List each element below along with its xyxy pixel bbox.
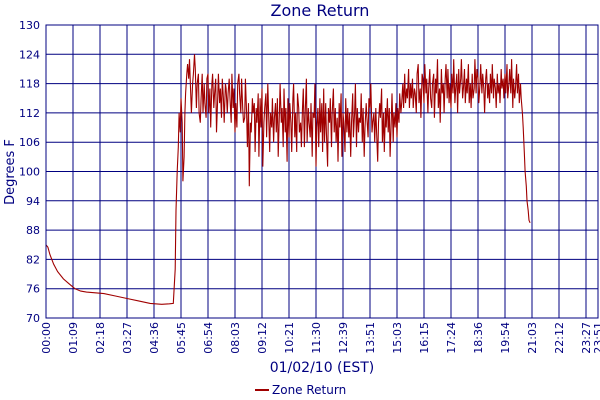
x-tick-label: 02:18 [94,322,107,354]
chart-title: Zone Return [271,1,370,20]
y-tick-label: 124 [19,48,40,61]
x-tick-label: 01:09 [67,322,80,354]
x-tick-label: 23:51 [592,322,600,354]
x-tick-label: 16:15 [418,322,431,354]
y-tick-label: 88 [26,224,40,237]
y-tick-label: 100 [19,166,40,179]
x-tick-label: 17:24 [445,322,458,354]
x-tick-label: 22:12 [553,322,566,354]
x-tick-label: 11:30 [310,322,323,354]
x-tick-label: 03:27 [121,322,134,354]
x-tick-label: 21:03 [526,322,539,354]
x-tick-label: 00:00 [40,322,53,354]
legend: Zone Return [255,383,346,397]
x-tick-label: 04:36 [148,322,161,354]
y-tick-label: 70 [26,312,40,325]
legend-label: Zone Return [272,383,346,397]
y-tick-label: 82 [26,253,40,266]
x-tick-label: 10:21 [283,322,296,354]
series-line-zone-return [45,54,531,305]
x-axis-label: 01/02/10 (EST) [270,360,375,376]
x-tick-label: 12:39 [337,322,350,354]
x-tick-label: 09:12 [256,322,269,354]
y-tick-label: 118 [19,78,40,91]
y-tick-label: 130 [19,19,40,32]
x-tick-label: 15:03 [391,322,404,354]
x-tick-label: 13:51 [364,322,377,354]
y-axis: 70 76 82 88 94 100 106 112 118 124 130 [19,19,40,325]
x-tick-label: 06:54 [202,322,215,354]
y-tick-label: 76 [26,283,40,296]
y-axis-label: Degrees F [3,139,18,205]
x-tick-label: 19:54 [499,322,512,354]
plot-border [45,24,599,319]
x-tick-label: 08:03 [229,322,242,354]
y-tick-label: 94 [26,195,40,208]
series [45,54,531,305]
x-tick-label: 05:45 [175,322,188,354]
x-tick-label: 23:27 [580,322,593,354]
y-tick-label: 112 [19,107,40,120]
x-axis: 00:00 01:09 02:18 03:27 04:36 05:45 06:54 08:03… [40,322,600,354]
grid [45,24,599,319]
y-tick-label: 106 [19,136,40,149]
x-tick-label: 18:36 [472,322,485,354]
